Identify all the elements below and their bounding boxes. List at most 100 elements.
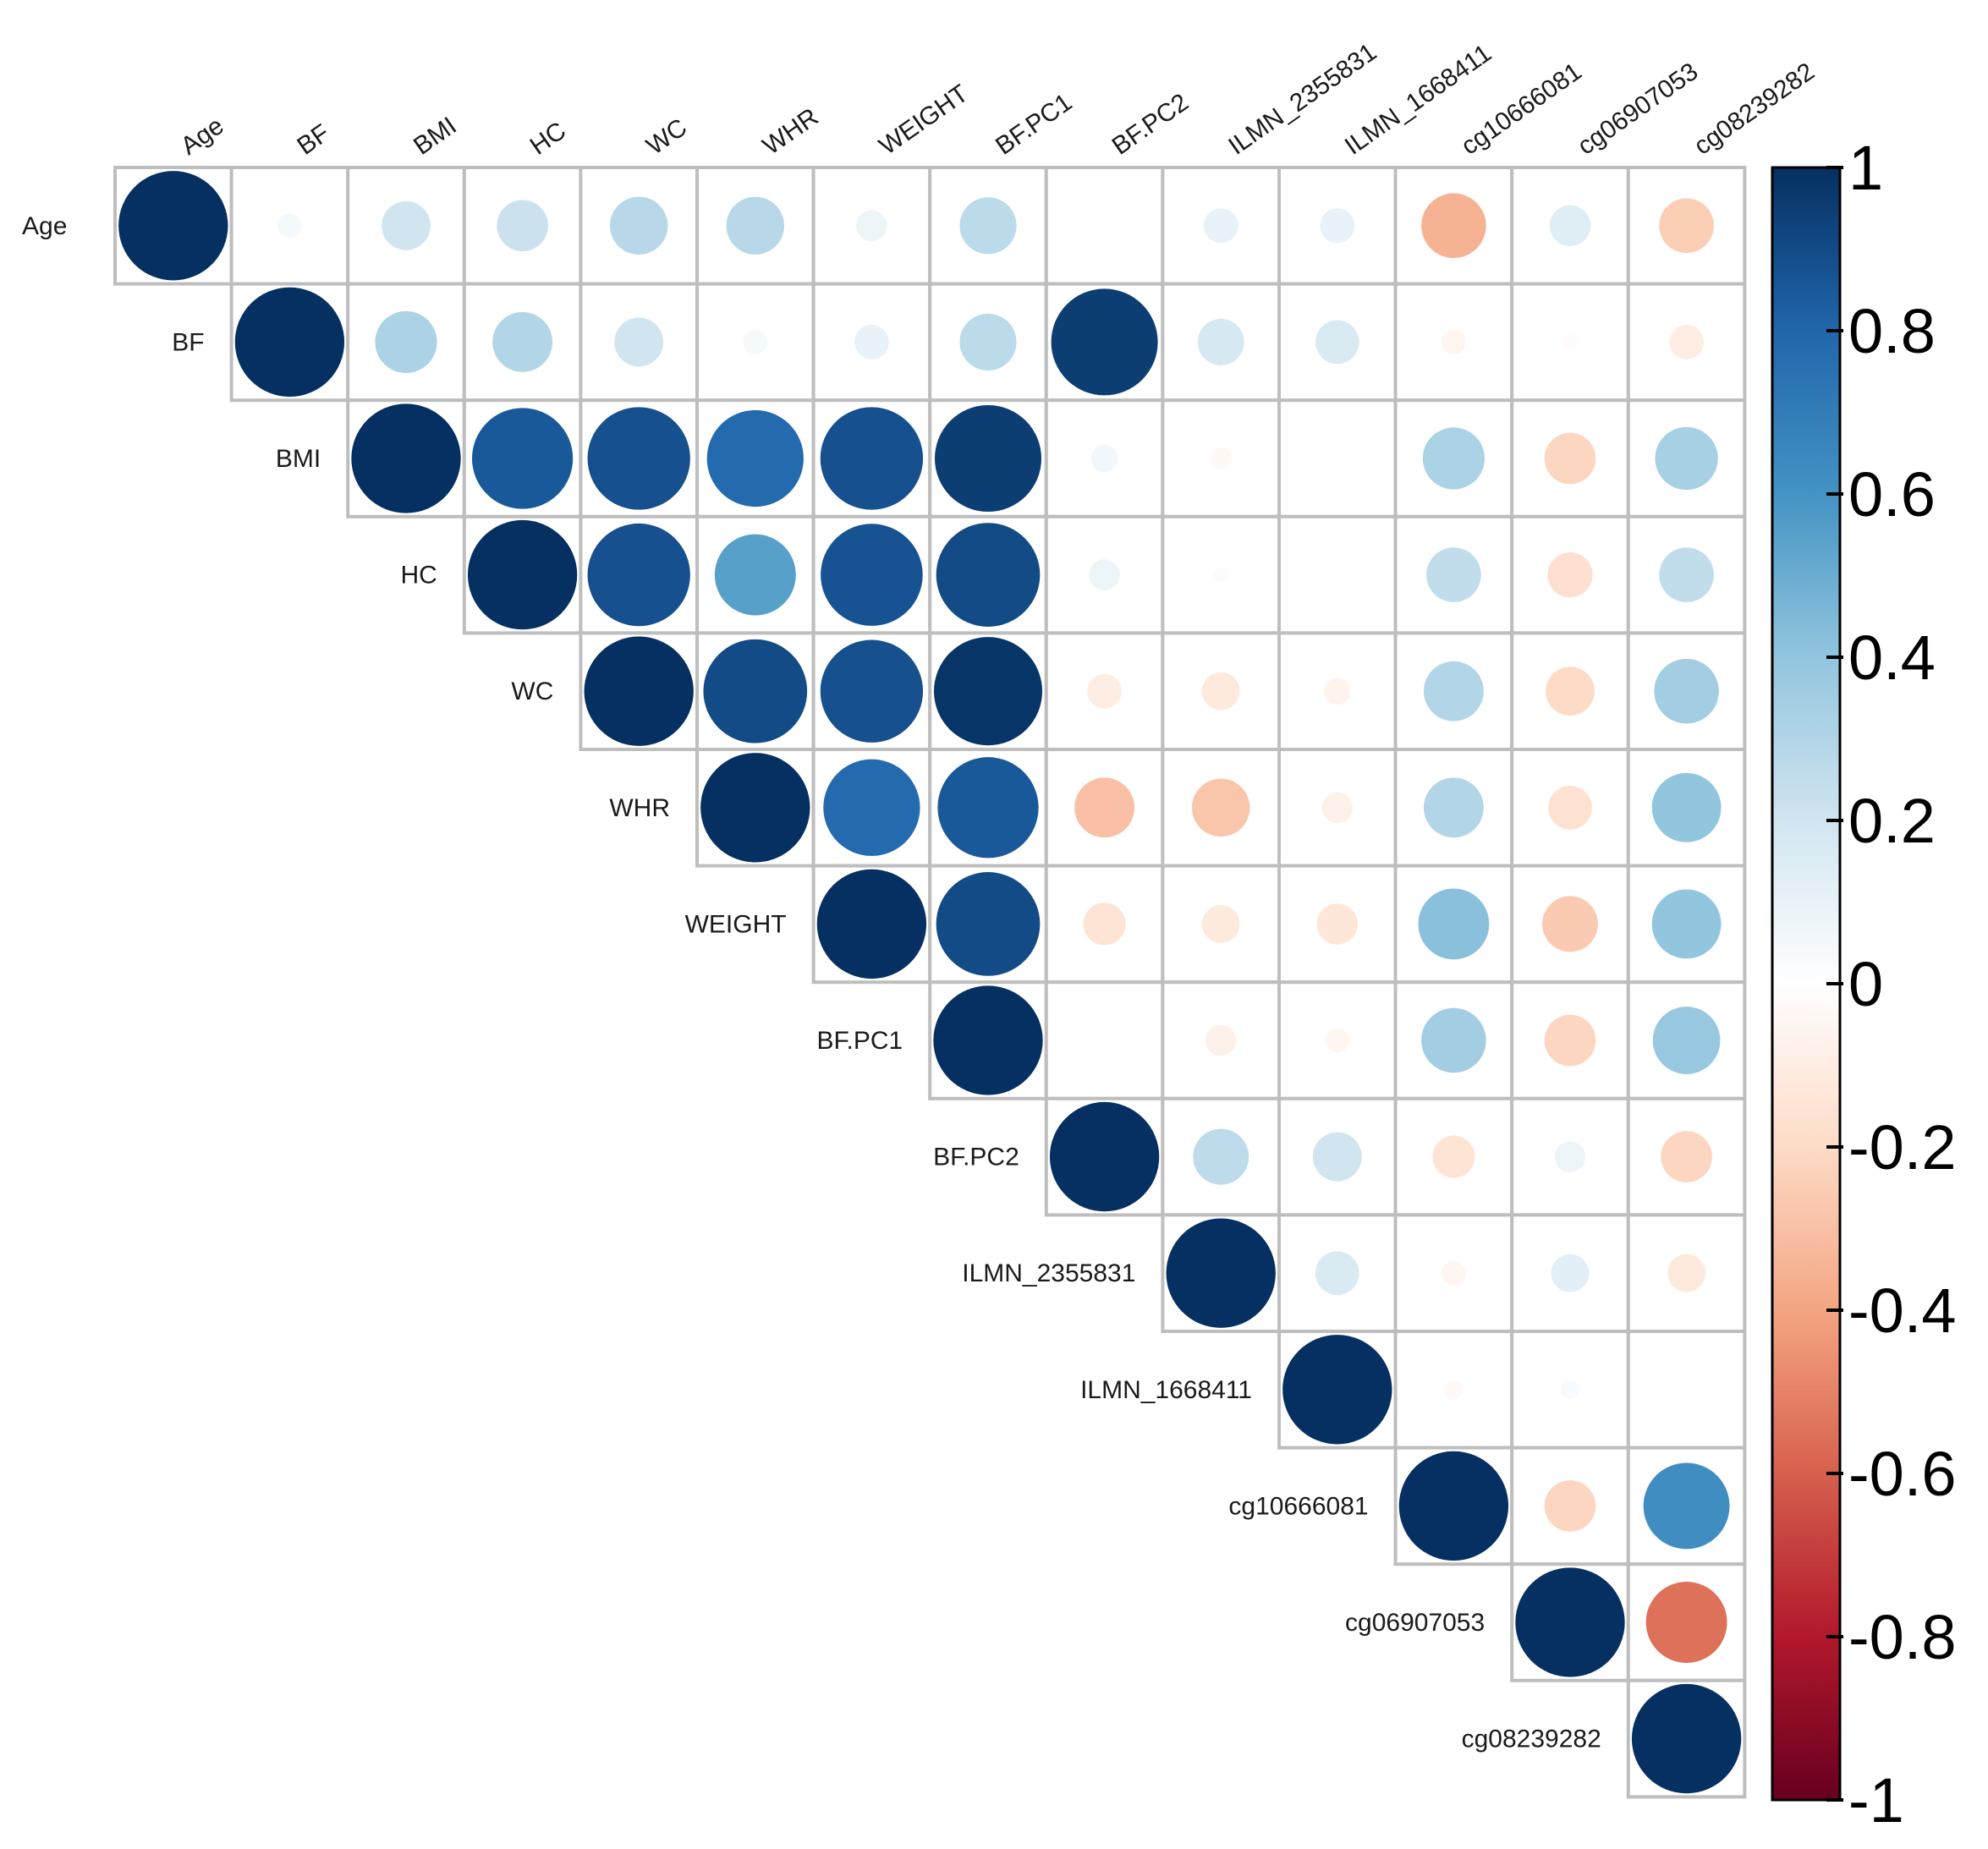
- circle-bf-pc1-ilmn-2355831: [1205, 1024, 1237, 1056]
- column-label-bmi: BMI: [409, 112, 462, 161]
- colorbar-tick-label: -1: [1848, 1765, 1904, 1835]
- circle-age-cg08239282: [1659, 198, 1714, 254]
- column-label-bf-pc2: BF.PC2: [1107, 88, 1194, 160]
- circle-wc-whr: [703, 639, 808, 743]
- circle-hc-ilmn-2355831: [1213, 567, 1229, 583]
- circle-wc-weight: [820, 639, 924, 743]
- circle-wc-wc: [584, 636, 694, 746]
- circle-weight-cg08239282: [1651, 889, 1722, 959]
- colorbar-tick-label: -0.8: [1848, 1602, 1957, 1672]
- column-label-cg08239282: cg08239282: [1689, 58, 1820, 161]
- circle-whr-cg08239282: [1651, 772, 1722, 842]
- circle-wc-bf-pc2: [1087, 673, 1123, 709]
- circle-age-cg06907053: [1549, 205, 1591, 246]
- row-label-bmi: BMI: [276, 445, 321, 473]
- circle-age-hc: [497, 200, 548, 252]
- column-label-bf: BF: [292, 119, 334, 161]
- colorbar-tick-label: 0: [1848, 949, 1883, 1019]
- circle-bf-cg08239282: [1669, 324, 1705, 359]
- colorbar-tick-label: 0.4: [1848, 623, 1936, 693]
- circle-ilmn-2355831-cg08239282: [1667, 1254, 1705, 1292]
- row-label-cg10666081: cg10666081: [1228, 1492, 1368, 1520]
- colorbar-tick-label: 0.6: [1848, 459, 1936, 529]
- colorbar-tick-label: -0.6: [1848, 1439, 1957, 1509]
- circle-hc-cg08239282: [1659, 547, 1714, 602]
- circle-cg08239282-cg08239282: [1631, 1683, 1742, 1794]
- circle-weight-cg10666081: [1418, 888, 1490, 960]
- circle-bf-pc1-cg10666081: [1421, 1007, 1486, 1073]
- circle-bf-pc1-cg06907053: [1544, 1014, 1596, 1067]
- circle-whr-whr: [700, 753, 810, 863]
- circle-age-bf-pc1: [959, 197, 1017, 255]
- circle-bf-whr: [743, 329, 768, 354]
- circle-whr-cg10666081: [1423, 777, 1484, 838]
- circle-wc-cg08239282: [1654, 658, 1719, 724]
- row-label-cg08239282: cg08239282: [1462, 1726, 1601, 1753]
- circle-ilmn-1668411-cg06907053: [1560, 1380, 1580, 1400]
- circle-bf-ilmn-2355831: [1197, 318, 1244, 365]
- colorbar: 1 0.8 0.6 0.4 0.2 0 -0.2 -0.4 -0.6 -0.8 -1: [1771, 133, 1957, 1835]
- circle-bf-pc2-cg10666081: [1432, 1135, 1475, 1178]
- circle-ilmn-2355831-cg06907053: [1551, 1254, 1590, 1292]
- circle-bmi-hc: [471, 408, 574, 509]
- cell-bf-pc1-bf-pc2: [1044, 980, 1165, 1100]
- circle-cg06907053-cg08239282: [1645, 1582, 1727, 1663]
- circle-bf-bf-pc1: [959, 313, 1017, 370]
- circle-age-bf: [277, 213, 302, 239]
- column-label-bf-pc1: BF.PC1: [991, 88, 1077, 160]
- circle-whr-cg06907053: [1548, 785, 1592, 830]
- circle-weight-weight: [816, 869, 927, 979]
- circle-hc-bf-pc2: [1089, 559, 1120, 590]
- circle-hc-wc: [587, 523, 690, 627]
- circle-bf-pc1-ilmn-1668411: [1325, 1028, 1350, 1053]
- row-label-bf-pc1: BF.PC1: [816, 1027, 903, 1055]
- circle-whr-weight: [823, 759, 920, 856]
- circle-weight-ilmn-1668411: [1316, 903, 1359, 945]
- circle-age-cg10666081: [1421, 193, 1486, 259]
- cell-bf-ilmn-2355831: [1161, 282, 1282, 403]
- circle-weight-bf-pc2: [1083, 903, 1126, 946]
- row-label-weight: WEIGHT: [685, 910, 787, 938]
- column-label-cg06907053: cg06907053: [1573, 58, 1703, 161]
- circle-hc-bf-pc1: [936, 523, 1041, 627]
- cell-age-bf-pc1: [928, 166, 1048, 286]
- circle-age-whr: [726, 196, 785, 255]
- circle-bmi-cg08239282: [1655, 426, 1718, 491]
- colorbar-tick-label: 0.2: [1848, 786, 1936, 856]
- column-label-age: Age: [176, 112, 229, 161]
- circle-bmi-cg10666081: [1422, 427, 1485, 490]
- colorbar-tick-label: -0.4: [1848, 1276, 1957, 1346]
- circle-whr-bf-pc2: [1074, 777, 1135, 838]
- circle-bmi-wc: [587, 407, 690, 510]
- circle-bf-pc1-bf-pc1: [933, 985, 1043, 1095]
- colorbar-tick-label: -0.2: [1848, 1112, 1957, 1182]
- circle-bmi-bf-pc2: [1090, 445, 1118, 472]
- circle-age-ilmn-1668411: [1320, 208, 1355, 244]
- circle-bf-bmi: [375, 310, 437, 373]
- circle-bf-cg06907053: [1562, 334, 1579, 350]
- circle-hc-cg06907053: [1547, 551, 1593, 598]
- row-labels: Age BF BMI HC WC WHR WEIGHT BF.PC1 BF.PC2 ILMN_23…: [22, 212, 1601, 1753]
- circle-wc-ilmn-1668411: [1323, 678, 1351, 705]
- circle-bmi-bmi: [351, 403, 461, 513]
- circle-weight-cg06907053: [1542, 896, 1598, 952]
- circle-cg10666081-cg10666081: [1398, 1451, 1509, 1561]
- circle-bf-bf-pc2: [1051, 288, 1158, 396]
- row-label-bf-pc2: BF.PC2: [933, 1144, 1019, 1171]
- circle-age-wc: [609, 196, 668, 255]
- circle-hc-whr: [714, 534, 796, 616]
- circle-bf-pc2-cg08239282: [1661, 1131, 1712, 1182]
- circle-wc-cg06907053: [1546, 667, 1595, 716]
- circle-cg06907053-cg06907053: [1515, 1567, 1625, 1677]
- circle-bf-cg10666081: [1441, 329, 1466, 354]
- circle-ilmn-2355831-ilmn-2355831: [1166, 1218, 1276, 1328]
- circle-bmi-ilmn-2355831: [1210, 447, 1233, 469]
- row-label-age: Age: [22, 212, 67, 240]
- circle-whr-ilmn-1668411: [1321, 792, 1354, 824]
- circle-hc-weight: [821, 524, 923, 626]
- circle-ilmn-2355831-cg10666081: [1441, 1260, 1466, 1286]
- circle-bf-wc: [614, 317, 664, 367]
- circle-bmi-whr: [706, 409, 804, 508]
- circle-ilmn-2355831-ilmn-1668411: [1315, 1251, 1359, 1296]
